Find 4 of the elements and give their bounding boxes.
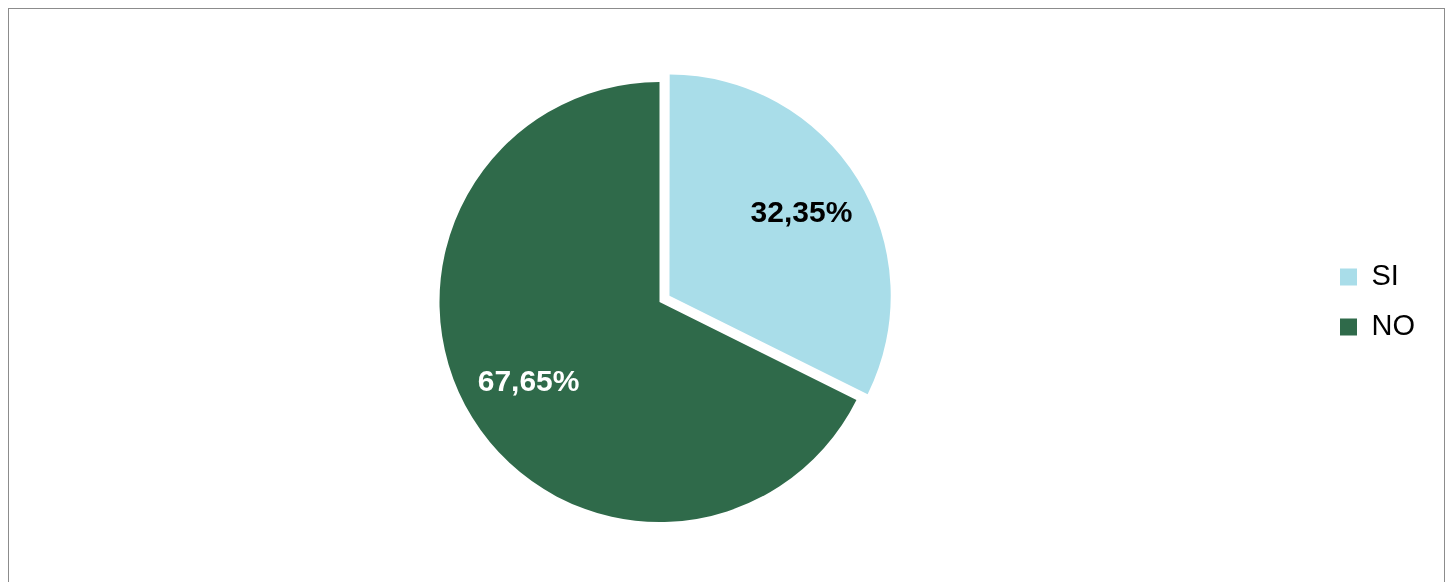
data-label: 67,65% <box>477 364 580 398</box>
legend-label: SI <box>1371 259 1399 291</box>
legend-label: NO <box>1371 309 1415 341</box>
data-label: 32,35% <box>750 195 853 229</box>
